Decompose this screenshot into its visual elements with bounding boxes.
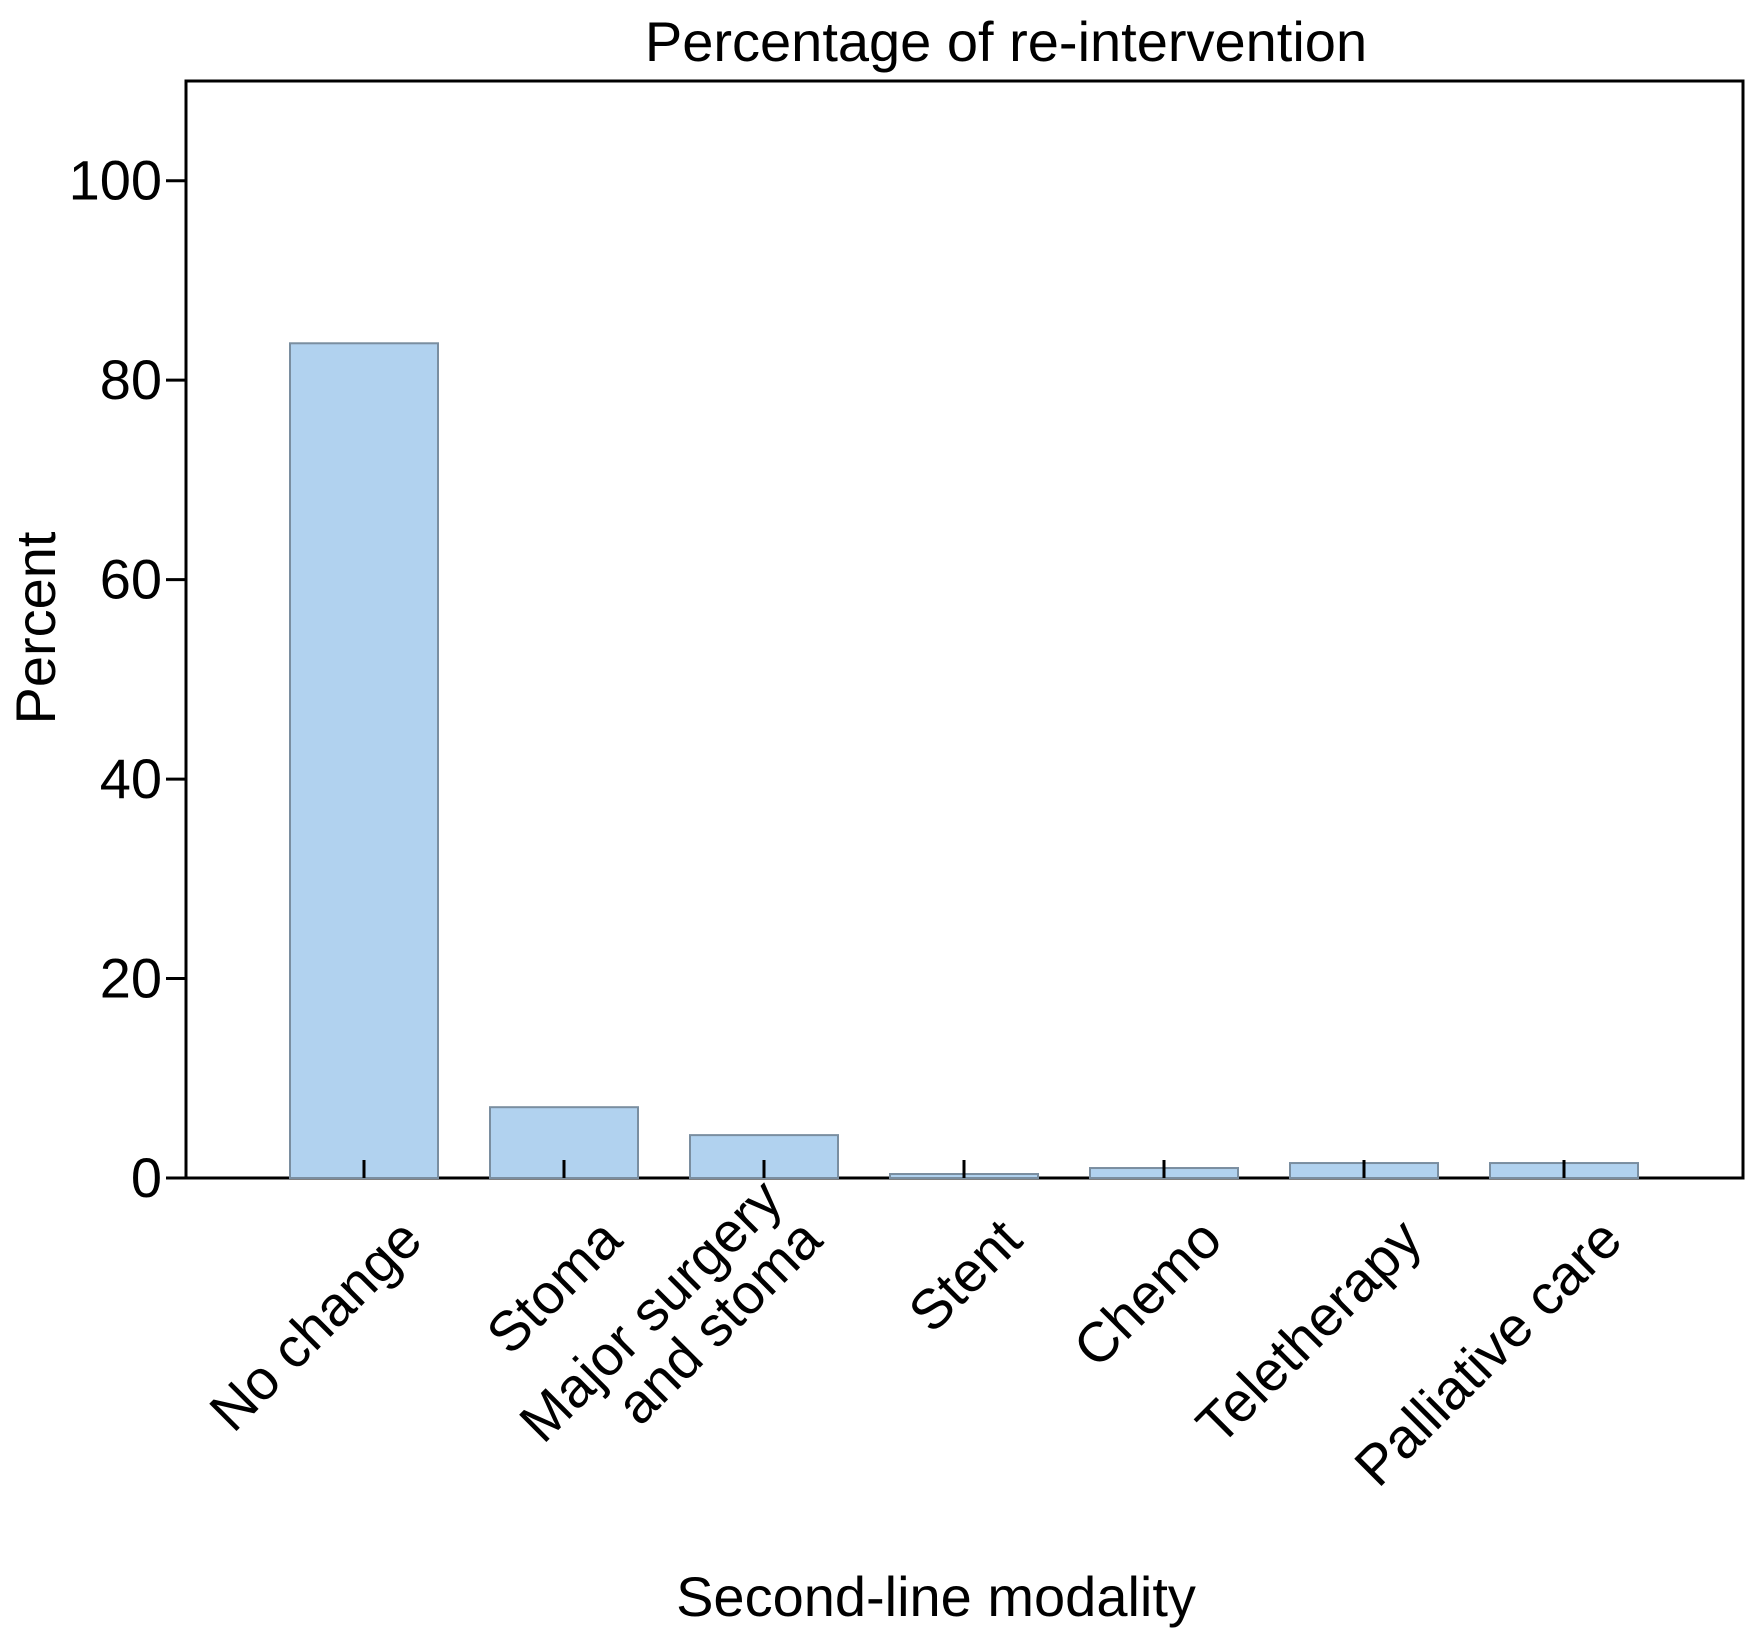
y-axis: 0 20 40 60 80 100 xyxy=(69,149,186,1209)
y-tick-label: 100 xyxy=(69,149,162,212)
bar xyxy=(289,342,439,1179)
chart-title: Percentage of re-intervention xyxy=(645,10,1367,73)
x-tick-label-line: Chemo xyxy=(1061,1207,1233,1379)
x-tick-label-line: Stent xyxy=(896,1206,1033,1343)
y-tick-label: 0 xyxy=(131,1146,162,1209)
y-axis-label: Percent xyxy=(4,531,67,724)
bars xyxy=(289,342,1639,1180)
x-tick-label: Stent xyxy=(896,1206,1033,1343)
x-tick-label: No change xyxy=(197,1207,433,1443)
y-tick-label: 60 xyxy=(100,548,162,611)
x-tick-label: Chemo xyxy=(1061,1207,1233,1379)
y-tick-label: 80 xyxy=(100,348,162,411)
y-tick-label: 40 xyxy=(100,747,162,810)
y-tick-label: 20 xyxy=(100,947,162,1010)
x-axis-label: Second-line modality xyxy=(676,1565,1196,1628)
x-tick-label-line: No change xyxy=(197,1207,433,1443)
